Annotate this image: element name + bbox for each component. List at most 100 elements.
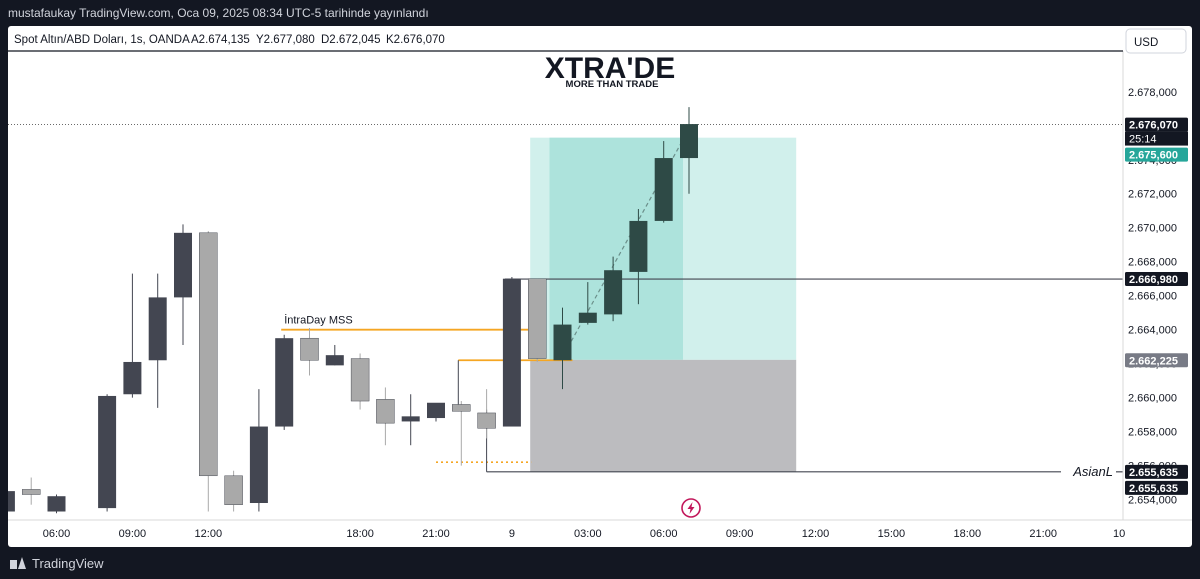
candle[interactable]: [654, 141, 673, 223]
time-tick-label: 12:00: [802, 528, 830, 540]
candle[interactable]: [376, 387, 395, 446]
price-tick-label: 2.654,000: [1128, 495, 1177, 507]
candle-body: [654, 158, 673, 221]
time-tick-label: 18:00: [346, 528, 374, 540]
footer-brand: TradingView: [32, 555, 104, 571]
candle-body: [8, 491, 15, 512]
candle[interactable]: [553, 307, 572, 390]
lightning-icon[interactable]: [681, 498, 701, 518]
price-tick-label: 2.664,000: [1128, 325, 1177, 337]
asian-low-tag-2-text: 2.655,635: [1129, 483, 1178, 495]
asian-low-tag-1-text: 2.655,635: [1129, 467, 1178, 479]
time-tick-label: 21:00: [1029, 528, 1057, 540]
candle[interactable]: [604, 256, 623, 322]
asian-low-tag-2[interactable]: 2.655,635: [1125, 480, 1188, 495]
price-tick-label: 2.658,000: [1128, 427, 1177, 439]
stop-zone[interactable]: [530, 359, 797, 472]
price-tags: 2.676,070 25:14 2.675,600 2.666,980 2.662,22…: [1125, 117, 1188, 495]
candle[interactable]: [224, 470, 243, 512]
countdown-tag: 25:14: [1125, 131, 1188, 146]
candle[interactable]: [578, 282, 597, 325]
currency-button[interactable]: USD: [1125, 28, 1187, 54]
time-tick-label: 09:00: [119, 528, 147, 540]
asian-low-label: AsianL: [1072, 464, 1113, 479]
high-line-tag-text: 2.666,980: [1129, 274, 1178, 286]
entry-price-tag-bg: [1125, 353, 1188, 368]
candle-body: [123, 361, 142, 395]
candle-body: [21, 489, 41, 495]
candle-body: [249, 426, 268, 504]
candle[interactable]: [502, 277, 521, 427]
candle-body: [47, 496, 66, 512]
candle-body: [224, 475, 243, 505]
target-price-tag-text: 2.675,600: [1129, 150, 1178, 162]
high-line-tag[interactable]: 2.666,980: [1125, 272, 1188, 287]
ohlc-high: Y2.677,080: [256, 34, 315, 46]
candle-body: [376, 399, 395, 424]
price-chart[interactable]: İntraDay MSS AsianL Spot Altın/ABD Doları…: [8, 26, 1192, 547]
asian-low-tag-1-bg: [1125, 464, 1188, 479]
publish-info: mustafaukay TradingView.com, Oca 09, 202…: [0, 0, 1200, 26]
candle-body: [98, 395, 117, 509]
candle[interactable]: [325, 344, 344, 366]
time-tick-label: 18:00: [954, 528, 982, 540]
candle[interactable]: [350, 353, 370, 410]
candle[interactable]: [98, 394, 117, 512]
candle[interactable]: [528, 278, 547, 362]
candle-body: [427, 402, 445, 419]
candle-body: [401, 416, 420, 422]
candle[interactable]: [680, 107, 698, 194]
candle[interactable]: [427, 402, 445, 422]
countdown-bg: [1125, 131, 1188, 146]
candle[interactable]: [174, 224, 192, 345]
candle[interactable]: [21, 477, 41, 505]
price-tick-label: 2.660,000: [1128, 393, 1177, 405]
candle[interactable]: [629, 209, 648, 305]
entry-price-tag-text: 2.662,225: [1129, 355, 1178, 367]
candle[interactable]: [199, 231, 218, 512]
candle-body: [300, 337, 319, 361]
chart-frame: İntraDay MSS AsianL Spot Altın/ABD Doları…: [8, 26, 1192, 547]
candle-body: [604, 270, 623, 315]
current-price-tag-bg: [1125, 117, 1188, 132]
symbol-line: Spot Altın/ABD Doları, 1s, OANDA: [14, 34, 190, 46]
price-tick-label: 2.670,000: [1128, 223, 1177, 235]
candle[interactable]: [123, 273, 142, 398]
time-tick-label: 09:00: [726, 528, 754, 540]
candle[interactable]: [275, 334, 294, 430]
tradingview-logo-icon: [10, 557, 26, 569]
time-tick-label: 12:00: [195, 528, 223, 540]
candle[interactable]: [249, 389, 268, 512]
candle-body: [502, 278, 521, 427]
candle[interactable]: [477, 389, 496, 439]
candle[interactable]: [148, 273, 167, 408]
current-price-tag[interactable]: 2.676,070: [1125, 117, 1188, 132]
time-tick-label: 9: [509, 528, 515, 540]
candle[interactable]: [401, 394, 420, 446]
intraday-mss-label: İntraDay MSS: [284, 314, 352, 327]
high-line-tag-bg: [1125, 272, 1188, 287]
asian-low-tag-1[interactable]: 2.655,635: [1125, 464, 1188, 479]
time-tick-label: 10: [1113, 528, 1125, 540]
ohlc-close: K2.676,070: [386, 34, 445, 46]
watermark-subtitle: MORE THAN TRADE: [566, 79, 659, 90]
price-tick-label: 2.668,000: [1128, 257, 1177, 269]
time-tick-label: 06:00: [650, 528, 678, 540]
candle[interactable]: [8, 486, 15, 513]
candle-body: [528, 278, 547, 359]
candle-body: [148, 297, 167, 361]
candle-body: [199, 232, 218, 477]
candles: [8, 107, 698, 514]
candle[interactable]: [452, 401, 471, 466]
asian-low-tag-2-bg: [1125, 480, 1188, 495]
candle[interactable]: [300, 327, 319, 376]
target-price-tag[interactable]: 2.675,600: [1125, 147, 1188, 162]
time-tick-label: 03:00: [574, 528, 602, 540]
target-price-tag-bg: [1125, 147, 1188, 162]
candle-body: [325, 355, 344, 366]
time-tick-label: 15:00: [878, 528, 906, 540]
candle[interactable]: [47, 494, 66, 514]
entry-price-tag[interactable]: 2.662,225: [1125, 353, 1188, 368]
annotation-labels: İntraDay MSS AsianL: [284, 314, 1113, 479]
candle-body: [477, 412, 496, 429]
